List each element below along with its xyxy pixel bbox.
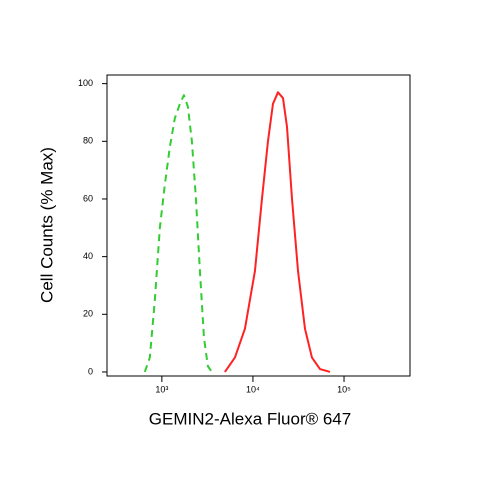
- histogram-line: [224, 91, 331, 373]
- y-tick-label: 100: [78, 78, 93, 88]
- y-tick-label: 20: [83, 309, 93, 319]
- x-tick-label: 10⁵: [337, 384, 351, 394]
- plot-frame: [106, 74, 411, 377]
- y-tick-label: 80: [83, 136, 93, 146]
- x-tick-label: 10³: [155, 384, 168, 394]
- histogram-line: [143, 94, 213, 373]
- x-axis-title: GEMIN2-Alexa Fluor® 647: [149, 409, 351, 428]
- y-tick-label: 40: [83, 251, 93, 261]
- y-axis-title: Cell Counts (% Max): [37, 147, 56, 303]
- y-tick-label: 60: [83, 193, 93, 203]
- y-tick-label: 0: [88, 366, 93, 376]
- x-tick-label: 10⁴: [246, 384, 260, 394]
